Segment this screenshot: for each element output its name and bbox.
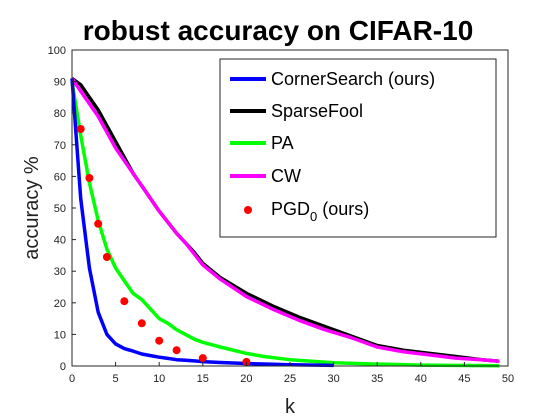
y-tick-label: 50 bbox=[54, 203, 66, 215]
x-tick-label: 35 bbox=[371, 373, 383, 385]
legend-label-pgd-suffix: (ours) bbox=[317, 199, 369, 219]
y-axis-label: accuracy % bbox=[21, 156, 43, 260]
y-tick-label: 10 bbox=[54, 329, 66, 341]
series-point-pgd0-ours bbox=[198, 354, 207, 363]
series-point-pgd0-ours bbox=[120, 297, 129, 306]
legend-label-pgd-main: PGD bbox=[271, 199, 310, 219]
series-point-pgd0-ours bbox=[85, 174, 94, 182]
y-tick-label: 0 bbox=[60, 361, 66, 373]
series-point-pgd0-ours bbox=[94, 219, 103, 228]
x-tick-label: 50 bbox=[502, 373, 514, 385]
legend-label-pgd: PGD0 (ours) bbox=[271, 199, 369, 224]
y-tick-label: 60 bbox=[54, 171, 66, 183]
legend-swatch-pgd bbox=[244, 206, 252, 214]
x-tick-label: 25 bbox=[284, 373, 296, 385]
legend-label-cw: CW bbox=[271, 166, 301, 186]
series-layer bbox=[70, 76, 500, 368]
y-tick-label: 30 bbox=[54, 266, 66, 278]
y-tick-label: 80 bbox=[54, 108, 66, 120]
y-tick-label: 40 bbox=[54, 235, 66, 247]
series-line-cornersearch-ours bbox=[70, 78, 334, 368]
series-point-pgd0-ours bbox=[172, 346, 181, 355]
x-axis-label: k bbox=[285, 396, 296, 418]
chart-title: robust accuracy on CIFAR-10 bbox=[83, 15, 474, 46]
y-tick-label: 100 bbox=[48, 45, 66, 57]
tick-layer: 0 5 10 15 20 25 30 35 40 45 50 0 10 20 30 40 50 60 70 80 90 1… bbox=[48, 45, 514, 385]
legend: CornerSearch (ours) SparseFool PA CW PGD… bbox=[219, 58, 497, 238]
series-point-pgd0-ours bbox=[102, 253, 111, 261]
x-tick-label: 45 bbox=[458, 373, 470, 385]
series-point-pgd0-ours bbox=[137, 319, 146, 328]
series-point-pgd0-ours bbox=[242, 357, 251, 366]
legend-label-cornersearch: CornerSearch (ours) bbox=[271, 69, 435, 89]
series-point-pgd0-ours bbox=[76, 125, 85, 133]
y-tick-label: 90 bbox=[54, 77, 66, 89]
x-tick-label: 15 bbox=[197, 373, 209, 385]
legend-label-sparsefool: SparseFool bbox=[271, 101, 363, 121]
legend-box bbox=[219, 58, 497, 238]
x-tick-label: 40 bbox=[415, 373, 427, 385]
y-tick-label: 70 bbox=[54, 140, 66, 152]
series-line-pa bbox=[70, 81, 500, 368]
x-tick-label: 0 bbox=[69, 373, 75, 385]
legend-label-pa: PA bbox=[271, 133, 294, 153]
x-tick-label: 30 bbox=[327, 373, 339, 385]
series-point-pgd0-ours bbox=[155, 336, 164, 345]
series-line-cw bbox=[70, 77, 500, 364]
y-tick-label: 20 bbox=[54, 298, 66, 310]
x-tick-label: 10 bbox=[153, 373, 165, 385]
legend-label-pgd-sub: 0 bbox=[310, 209, 317, 224]
x-tick-label: 20 bbox=[240, 373, 252, 385]
x-tick-label: 5 bbox=[113, 373, 119, 385]
